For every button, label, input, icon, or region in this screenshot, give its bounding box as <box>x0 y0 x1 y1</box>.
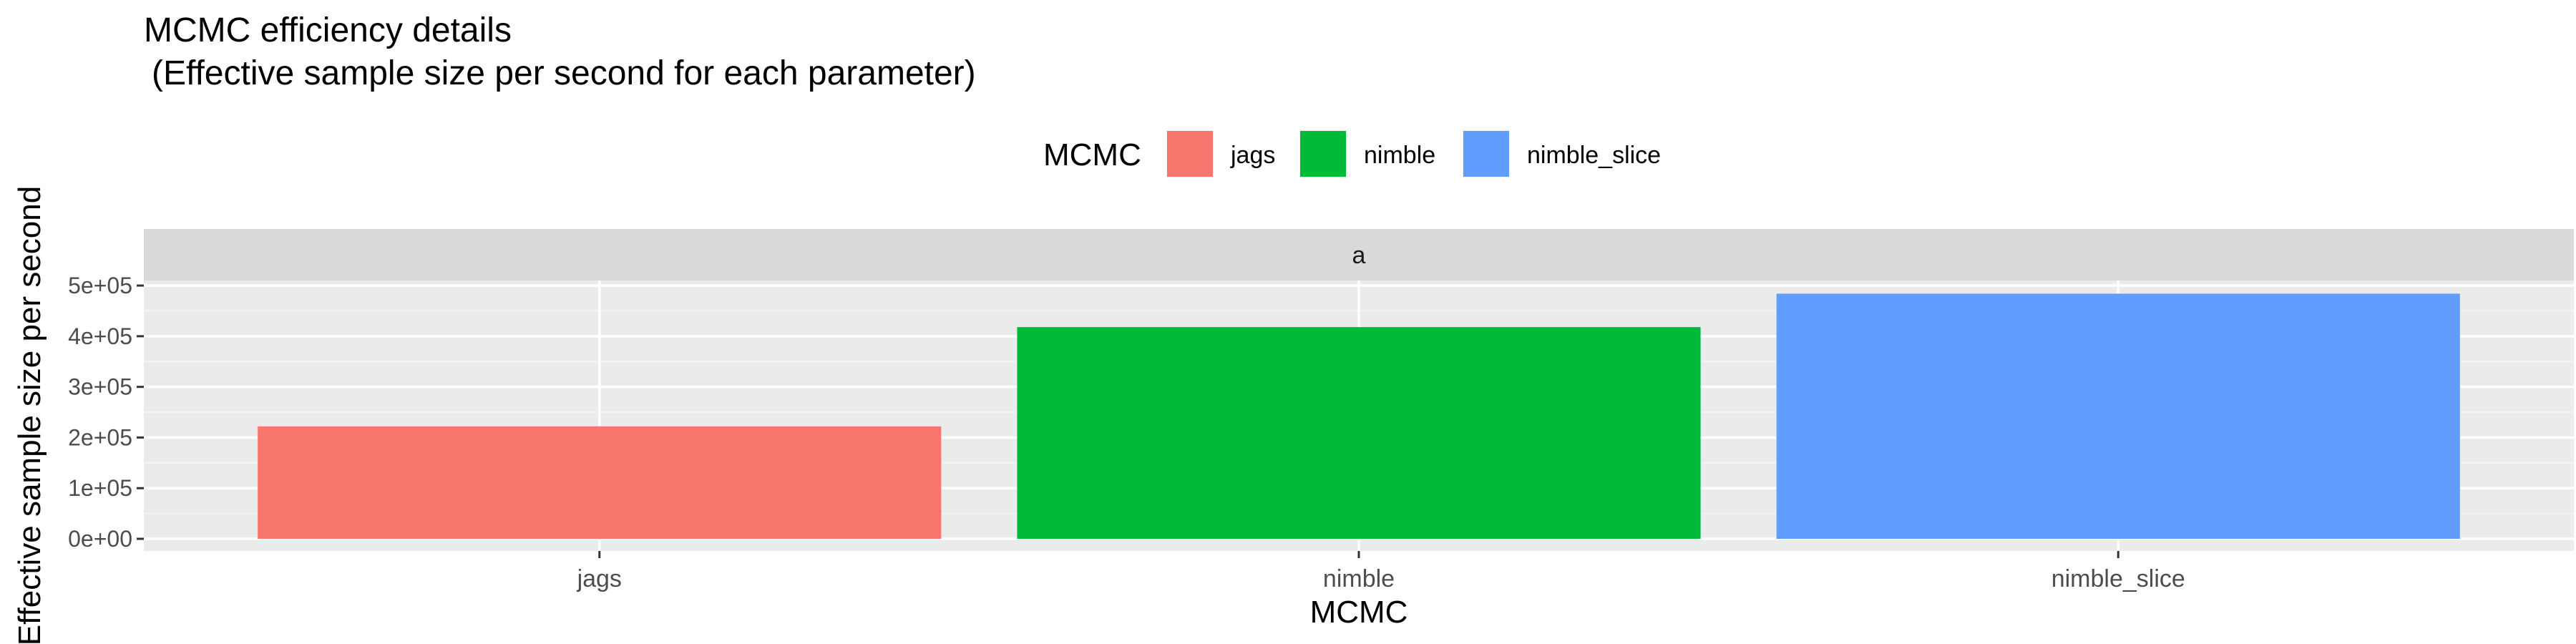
legend-label: jags <box>1230 142 1275 169</box>
bar-nimble <box>1017 327 1701 540</box>
legend-item-nimble: nimble <box>1299 130 1435 177</box>
bars <box>258 293 2460 540</box>
x-tick-label: nimble <box>1323 565 1395 592</box>
y-tick-label: 4e+05 <box>68 323 132 349</box>
y-tick-label: 2e+05 <box>68 424 132 450</box>
facet-label: a <box>1352 242 1366 269</box>
legend-item-jags: jags <box>1166 130 1275 177</box>
y-tick-label: 0e+00 <box>68 526 132 552</box>
y-axis: 0e+00 1e+05 2e+05 3e+05 4e+05 5e+05 <box>68 273 144 552</box>
legend-swatch <box>1463 131 1509 177</box>
legend-item-nimble_slice: nimble_slice <box>1463 130 1661 177</box>
chart-subtitle: (Effective sample size per second for ea… <box>152 54 976 92</box>
chart-title: MCMC efficiency details <box>144 11 512 49</box>
x-tick-label: nimble_slice <box>2051 565 2185 592</box>
y-tick-label: 3e+05 <box>68 374 132 400</box>
x-axis: jags nimble nimble_slice <box>577 551 2185 592</box>
legend-swatch <box>1167 131 1213 177</box>
legend-label: nimble <box>1364 142 1435 169</box>
x-axis-label: MCMC <box>1310 595 1408 630</box>
legend: MCMC jags nimble nimble_slice <box>1043 130 1661 177</box>
y-tick-label: 5e+05 <box>68 273 132 298</box>
legend-swatch <box>1300 131 1346 177</box>
legend-title: MCMC <box>1043 137 1141 172</box>
facet-strip-background <box>144 229 2574 280</box>
y-tick-label: 1e+05 <box>68 475 132 501</box>
bar-nimble_slice <box>1776 293 2460 540</box>
facet-strip: a <box>144 229 2574 280</box>
x-tick-label: jags <box>577 565 622 592</box>
y-axis-label: Effective sample size per second <box>12 186 47 644</box>
legend-label: nimble_slice <box>1527 142 1661 169</box>
bar-jags <box>258 426 942 540</box>
